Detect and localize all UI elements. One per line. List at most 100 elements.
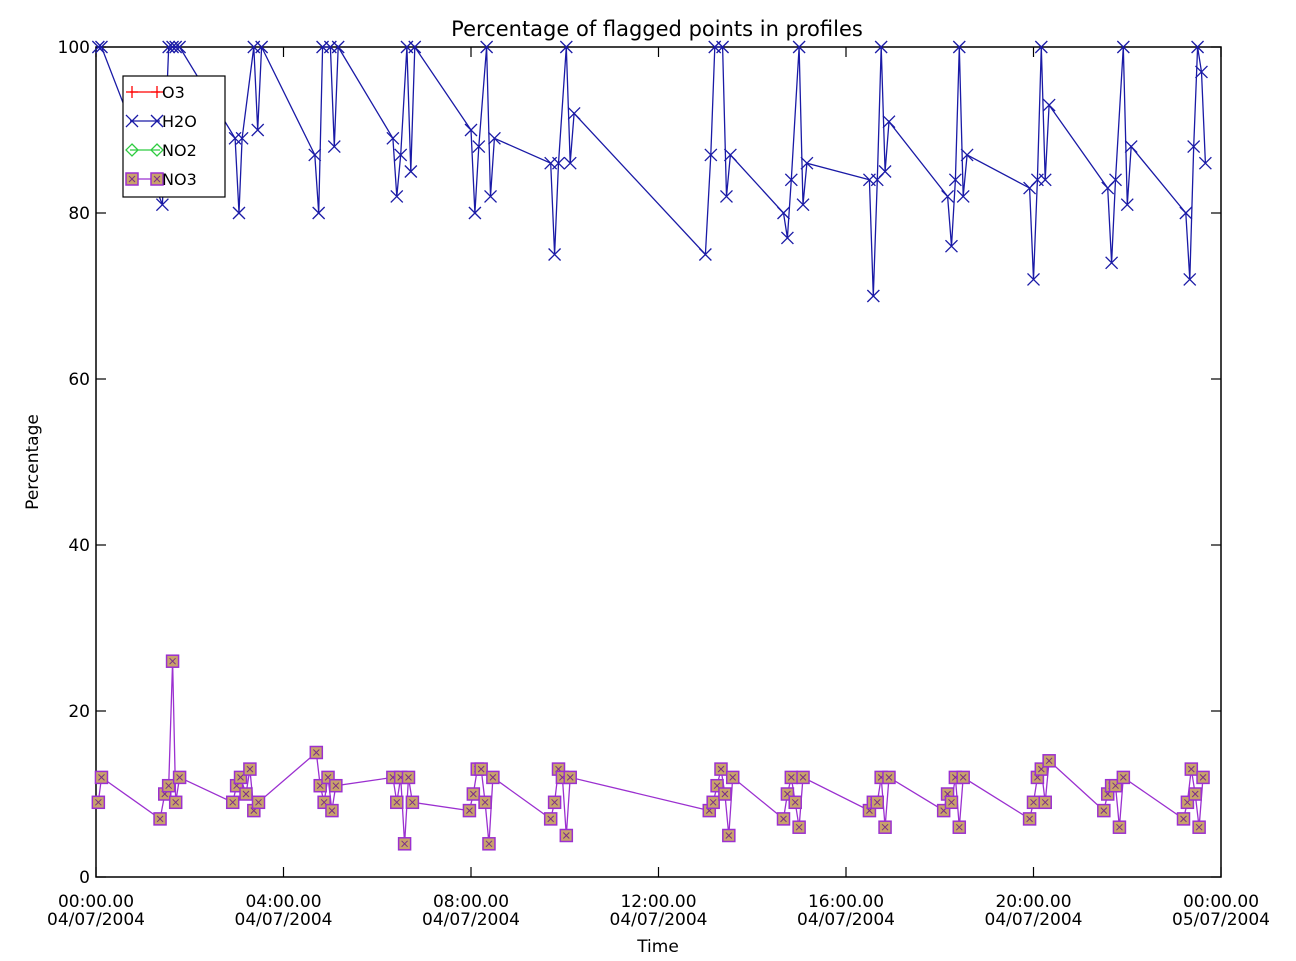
data-point-h2o (312, 206, 326, 220)
data-point-no3 (718, 787, 732, 801)
data-point-no3 (466, 787, 481, 801)
data-point-no3 (1176, 812, 1191, 826)
x-axis: 00:00.0004/07/200404:00.0004/07/200408:0… (47, 47, 1270, 930)
data-point-no3 (792, 820, 806, 834)
data-point-h2o (874, 40, 888, 54)
data-point-h2o (484, 189, 497, 203)
data-point-no3 (243, 762, 257, 776)
legend-label: NO2 (162, 141, 197, 160)
data-point-no3 (563, 770, 577, 785)
data-point-no3 (397, 837, 412, 851)
y-tick-label: 40 (68, 536, 90, 556)
data-point-h2o (784, 173, 798, 187)
data-point-no3 (1026, 795, 1041, 810)
y-axis-label: Percentage (23, 414, 43, 510)
data-point-h2o (1116, 40, 1130, 54)
data-point-no3 (878, 820, 892, 834)
x-tick-date-label: 04/07/2004 (47, 910, 145, 930)
x-tick-date-label: 04/07/2004 (985, 910, 1083, 930)
data-point-no3 (168, 795, 183, 810)
data-point-h2o (468, 206, 482, 220)
data-point-no3 (405, 795, 420, 810)
data-point-h2o (882, 115, 896, 129)
data-point-h2o (945, 239, 958, 253)
data-point-h2o (941, 189, 955, 203)
data-point-no3 (165, 654, 180, 668)
series-line-no3 (97, 661, 1204, 844)
legend-marker (150, 114, 164, 128)
legend-marker (125, 172, 139, 186)
data-point-h2o (1042, 98, 1056, 112)
data-point-h2o (952, 40, 966, 54)
data-point-no3 (401, 770, 416, 785)
data-point-h2o (800, 156, 814, 170)
data-point-no3 (1097, 803, 1111, 818)
x-tick-time-label: 20:00.00 (995, 892, 1071, 912)
data-point-no3 (784, 770, 799, 785)
data-point-no3 (478, 795, 492, 810)
data-point-no3 (1112, 820, 1127, 834)
data-point-no3 (1196, 770, 1210, 785)
data-point-no3 (543, 812, 558, 826)
data-point-no3 (462, 803, 477, 818)
x-tick-time-label: 12:00.00 (620, 892, 696, 912)
data-point-h2o (408, 40, 422, 54)
data-point-h2o (155, 198, 169, 212)
x-tick-time-label: 00:00.00 (58, 892, 134, 912)
legend-entry-no3: NO3 (125, 170, 197, 189)
data-point-no3 (936, 803, 951, 818)
legend-label: H2O (162, 112, 197, 131)
data-point-no3 (714, 762, 728, 776)
data-point-no3 (870, 795, 884, 810)
data-point-h2o (91, 40, 105, 54)
data-point-h2o (1124, 140, 1138, 154)
data-point-no3 (722, 828, 736, 843)
x-tick-date-label: 04/07/2004 (235, 910, 333, 930)
plot-frame (95, 46, 1222, 878)
x-tick-time-label: 04:00.00 (245, 892, 321, 912)
data-point-h2o (704, 148, 718, 162)
data-point-h2o (472, 140, 486, 154)
data-point-no3 (91, 795, 106, 810)
data-point-no3 (944, 795, 959, 810)
data-point-no3 (251, 795, 266, 810)
y-tick-label: 60 (68, 370, 90, 390)
data-point-no3 (1038, 795, 1052, 810)
chart-title: Percentage of flagged points in profiles (451, 17, 863, 41)
data-point-no3 (94, 770, 109, 785)
data-point-h2o (563, 156, 577, 170)
data-point-no3 (161, 778, 176, 793)
data-point-h2o (487, 131, 501, 145)
data-point-h2o (792, 40, 806, 54)
data-point-no3 (796, 770, 810, 785)
data-point-no3 (1042, 754, 1056, 768)
x-tick-date-label: 04/07/2004 (610, 910, 708, 930)
series-line-h2o (98, 44, 1207, 297)
data-point-no3 (788, 795, 802, 810)
data-point-h2o (698, 248, 712, 261)
data-point-h2o (308, 148, 322, 162)
x-tick-time-label: 08:00.00 (433, 892, 509, 912)
x-tick-time-label: 00:00.00 (1183, 892, 1259, 912)
legend-marker (150, 172, 164, 186)
data-point-h2o (948, 173, 962, 187)
legend-marker (125, 114, 139, 128)
data-point-h2o (567, 106, 581, 120)
legend-marker (150, 143, 164, 157)
legend-marker (151, 86, 163, 98)
data-point-h2o (1179, 206, 1193, 220)
data-point-h2o (1109, 173, 1122, 187)
data-point-h2o (552, 156, 565, 170)
data-point-h2o (404, 165, 418, 178)
data-point-no3 (153, 812, 167, 826)
x-tick-date-label: 04/07/2004 (422, 910, 520, 930)
data-point-h2o (162, 40, 176, 54)
data-point-h2o (173, 40, 187, 54)
data-point-no3 (482, 837, 496, 851)
data-point-h2o (1183, 272, 1197, 286)
data-point-h2o (1195, 65, 1208, 79)
data-point-no3 (325, 803, 339, 818)
x-tick-date-label: 05/07/2004 (1172, 910, 1270, 930)
x-tick-time-label: 16:00.00 (808, 892, 884, 912)
